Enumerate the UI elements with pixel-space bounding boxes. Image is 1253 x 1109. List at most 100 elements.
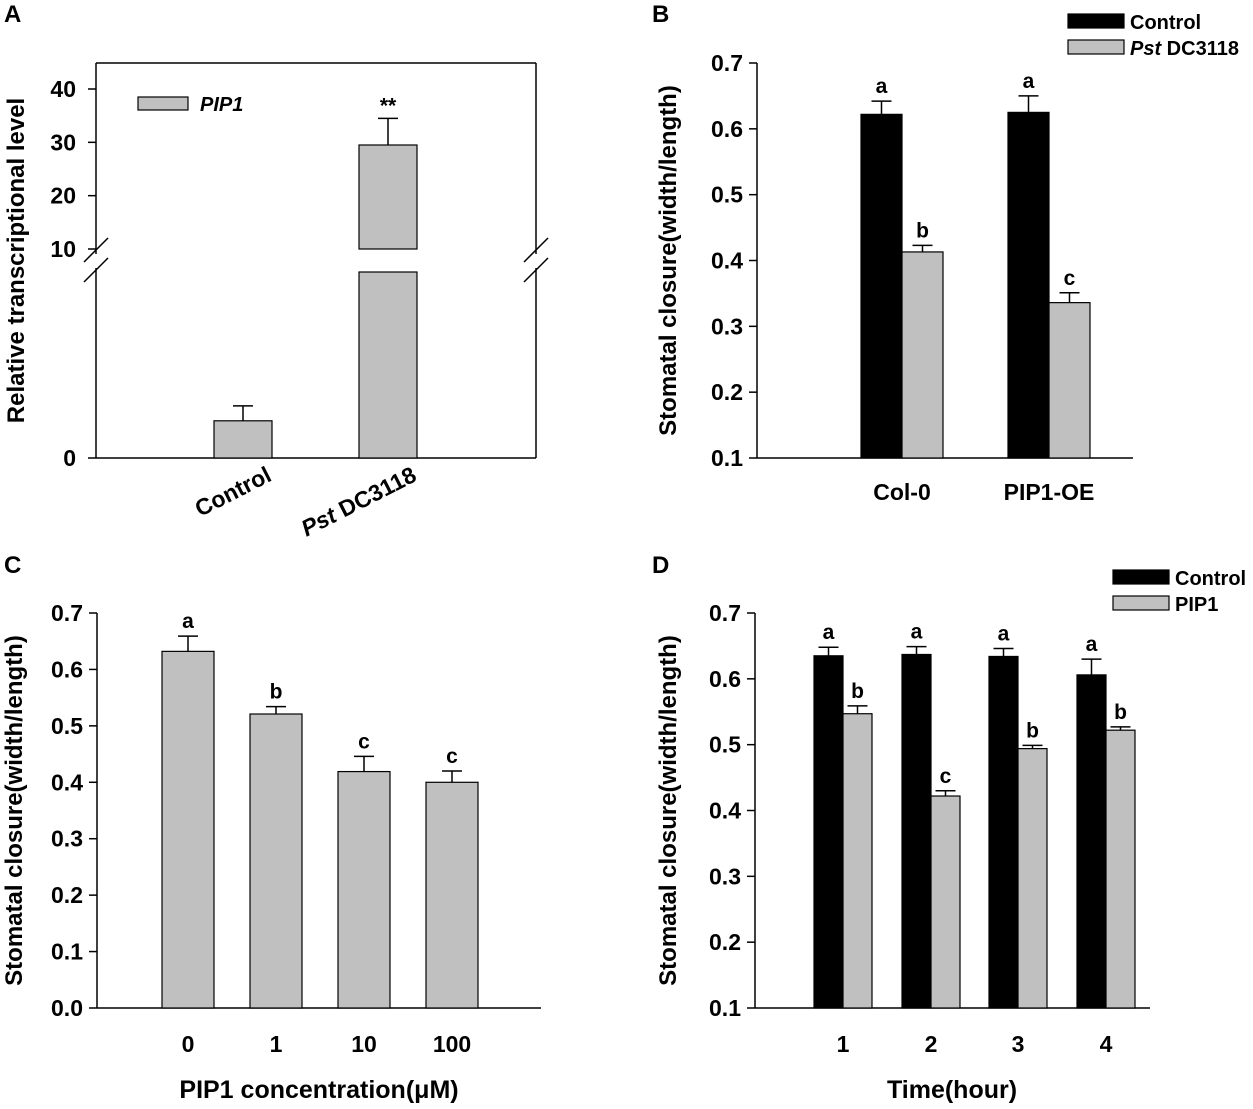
significance-letter: a [911,621,923,644]
y-tick-label: 0.4 [711,248,743,274]
y-tick-label: 0.2 [711,379,743,405]
y-tick-label: 0.1 [711,445,743,471]
y-axis-title: Stomatal closure(width/length) [655,85,682,436]
y-tick-label: 40 [50,76,76,102]
significance-letter: c [446,745,458,768]
bar-PIP1-OE-pst-dc3118 [1048,302,1091,459]
y-tick-label: 0.1 [51,939,83,965]
x-tick-label: 2 [925,1031,938,1057]
axis-break-mark-left [83,257,109,283]
y-tick-label: 0.1 [709,995,741,1021]
axis-break-mark-right [523,257,549,283]
panel-letter-a: A [4,1,21,28]
x-tick-label: 0 [182,1031,195,1057]
legend-label: Control [1175,568,1246,590]
bar-pst-lower [358,271,418,459]
legend-label-italic: Pst [1130,38,1162,60]
axis-break-mark-left [83,237,109,263]
bar-1-pip1 [249,713,303,1009]
y-tick-label: 0.4 [51,769,83,795]
y-tick-label: 0.4 [709,798,741,824]
significance-letter: b [270,681,283,704]
panel-b-chart: 0.1 0.2 0.3 0.4 0.5 0.6 0.7 Stomatal closure(wi… [655,12,1239,505]
legend-swatch [1067,39,1125,55]
y-tick-label: 0.3 [51,826,83,852]
significance-letter: a [1086,633,1098,656]
significance-letter: c [358,730,370,753]
y-tick-label: 0.2 [709,929,741,955]
significance-letter: c [940,765,952,788]
legend-swatch [137,96,189,111]
panel-letter-c: C [4,552,21,579]
bar-4-control [1076,674,1107,1009]
y-tick-label: 0.5 [51,713,83,739]
bar-10-pip1 [337,770,391,1009]
y-tick-label: 0.3 [709,863,741,889]
y-axis-title: Stomatal closure(width/length) [655,635,682,986]
significance-letter: a [1023,70,1035,93]
legend-label: PIP1 [200,94,243,116]
y-tick-label: 0.5 [709,732,741,758]
y-tick-label: 0.7 [709,600,741,626]
significance-letter: b [1114,701,1127,724]
legend-label: Control [1130,12,1201,34]
legend-label-rest: Control [1130,12,1201,34]
legend-swatch [1112,569,1170,585]
bar-Col-0-control [860,113,903,459]
y-tick-label: 0.5 [711,182,743,208]
x-tick-label: 10 [351,1031,377,1057]
y-tick-label: 0.7 [711,50,743,76]
legend-label-rest: PIP1 [1175,594,1218,616]
significance-letter: b [1026,719,1039,742]
x-tick-label: Control [191,461,276,521]
y-tick-label: 30 [50,129,76,155]
panel-d-chart: 0.1 0.2 0.3 0.4 0.5 0.6 0.7 Stomatal closure(wi… [655,568,1246,1104]
significance-letter: b [851,680,864,703]
bar-0-pip1 [161,650,215,1009]
bar-100-pip1 [425,781,479,1009]
x-tick-label-rest: Control [191,461,276,521]
significance-letter: a [823,621,835,644]
panel-c-chart: 0.0 0.1 0.2 0.3 0.4 0.5 0.6 0.7 Stomatal closure… [1,600,541,1104]
bar-control [213,420,273,459]
legend-swatch [1067,13,1125,29]
bar-4-pip1 [1105,729,1136,1009]
x-axis-title: PIP1 concentration(μM) [179,1076,458,1104]
bar-Col-0-pst-dc3118 [901,251,944,459]
y-tick-label: 0.2 [51,882,83,908]
legend-label: Pst DC3118 [1130,38,1239,60]
panel-a-chart: 10 20 30 40 0 Relative transcriptional level C… [3,62,549,541]
x-tick-label: 1 [270,1031,283,1057]
legend-label-rest: Control [1175,568,1246,590]
y-tick-label: 10 [50,236,76,262]
bar-1-pip1 [842,713,873,1009]
bar-1-control [813,655,844,1009]
y-tick-label: 0.0 [51,995,83,1021]
legend-label: PIP1 [1175,594,1218,616]
x-axis-title: Time(hour) [887,1076,1017,1104]
legend-swatch [1112,595,1170,611]
x-tick-label-rest: DC3118 [329,461,421,525]
panel-letter-b: B [652,1,669,28]
y-tick-label: 0.3 [711,313,743,339]
y-tick-label: 0.6 [51,656,83,682]
significance-letter: c [1064,267,1076,290]
bar-3-pip1 [1017,748,1048,1009]
x-tick-label: 4 [1100,1031,1113,1057]
y-axis-title: Stomatal closure(width/length) [1,635,28,986]
x-tick-label: PIP1-OE [1004,479,1095,505]
legend-label-rest: DC3118 [1161,38,1239,60]
y-tick-label: 0 [63,445,76,471]
x-tick-label: 1 [837,1031,850,1057]
y-tick-label: 0.6 [711,116,743,142]
bar-pst-upper [358,144,418,250]
bar-2-control [901,653,932,1009]
y-axis-title: Relative transcriptional level [3,98,30,423]
panel-letter-d: D [652,552,669,579]
y-tick-label: 20 [50,183,76,209]
significance-letter: a [998,623,1010,646]
significance-letter: a [182,610,194,633]
significance-marker: ** [380,94,397,117]
significance-letter: b [916,219,929,242]
